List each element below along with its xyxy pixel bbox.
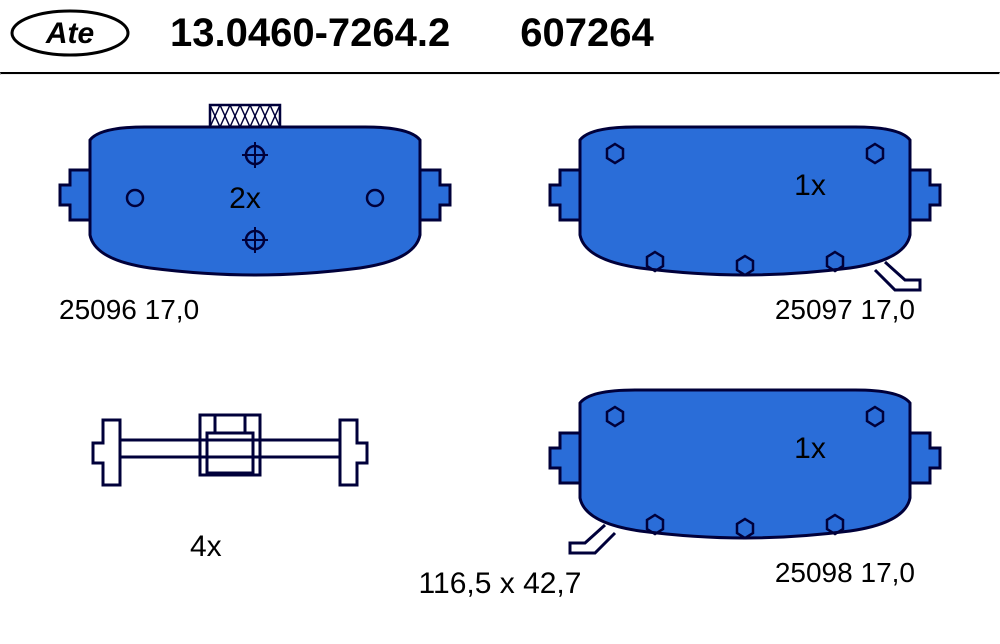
dimensions-label: 116,5 x 42,7 xyxy=(419,567,582,601)
pad-2: 1x 25097 17,0 xyxy=(545,100,945,326)
svg-text:1x: 1x xyxy=(794,169,826,202)
svg-text:Ate: Ate xyxy=(45,17,94,50)
pad-2-label: 25097 17,0 xyxy=(545,294,915,326)
diagram-grid: 2x 25096 17,0 1x 250 xyxy=(0,75,1000,605)
part-number-secondary: 607264 xyxy=(520,11,653,56)
pad-3-qty: 4x xyxy=(190,530,222,564)
header: Ate 13.0460-7264.2 607264 xyxy=(0,0,1000,72)
svg-text:2x: 2x xyxy=(229,182,261,215)
svg-text:1x: 1x xyxy=(794,432,826,465)
brand-logo: Ate xyxy=(10,8,130,58)
pad-1: 2x 25096 17,0 xyxy=(55,100,455,326)
pad-4-label: 25098 17,0 xyxy=(545,557,915,589)
pad-4: 1x 25098 17,0 xyxy=(545,363,945,589)
pad-1-label: 25096 17,0 xyxy=(59,294,455,326)
part-number-main: 13.0460-7264.2 xyxy=(170,11,450,56)
pad-3: 4x xyxy=(85,385,375,525)
